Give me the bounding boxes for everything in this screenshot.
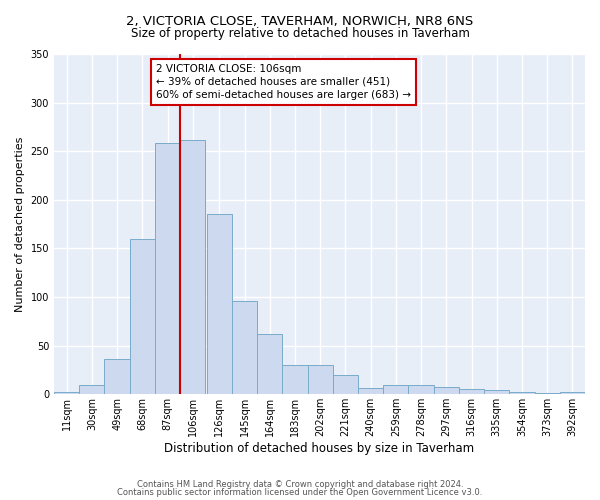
Bar — [333, 375, 358, 394]
Bar — [180, 140, 205, 394]
Bar — [560, 392, 585, 394]
Y-axis label: Number of detached properties: Number of detached properties — [15, 136, 25, 312]
Bar — [434, 388, 459, 394]
X-axis label: Distribution of detached houses by size in Taverham: Distribution of detached houses by size … — [164, 442, 475, 455]
Bar — [283, 365, 308, 394]
Bar — [54, 392, 79, 394]
Text: Size of property relative to detached houses in Taverham: Size of property relative to detached ho… — [131, 28, 469, 40]
Text: 2, VICTORIA CLOSE, TAVERHAM, NORWICH, NR8 6NS: 2, VICTORIA CLOSE, TAVERHAM, NORWICH, NR… — [127, 15, 473, 28]
Bar — [409, 384, 434, 394]
Bar — [257, 334, 283, 394]
Bar — [484, 390, 509, 394]
Bar — [155, 144, 180, 394]
Bar — [459, 390, 484, 394]
Text: 2 VICTORIA CLOSE: 106sqm
← 39% of detached houses are smaller (451)
60% of semi-: 2 VICTORIA CLOSE: 106sqm ← 39% of detach… — [156, 64, 411, 100]
Bar — [383, 384, 409, 394]
Bar — [232, 301, 257, 394]
Text: Contains HM Land Registry data © Crown copyright and database right 2024.: Contains HM Land Registry data © Crown c… — [137, 480, 463, 489]
Bar — [308, 365, 333, 394]
Bar — [206, 214, 232, 394]
Bar — [79, 384, 104, 394]
Bar — [130, 238, 155, 394]
Bar — [509, 392, 535, 394]
Bar — [358, 388, 383, 394]
Bar — [104, 360, 130, 394]
Text: Contains public sector information licensed under the Open Government Licence v3: Contains public sector information licen… — [118, 488, 482, 497]
